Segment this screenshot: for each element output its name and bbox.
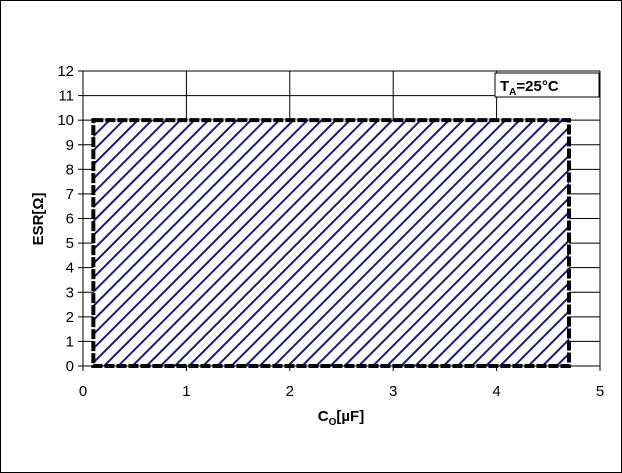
x-axis-title: CO[µF] [318,408,364,428]
x-tick-label: 2 [286,383,294,400]
annotation-rest: =25°C [516,78,558,95]
x-tick-label: 3 [389,383,397,400]
y-tick-label: 9 [66,137,74,154]
y-tick-label: 10 [57,112,74,129]
stable-region [91,118,571,368]
y-tick-label: 12 [57,63,74,80]
y-tick-label: 4 [66,260,74,277]
axes [78,70,601,371]
y-tick-label: 8 [66,161,74,178]
y-tick-label: 7 [66,186,74,203]
x-axis-title-sub: O [329,417,337,428]
x-tick-label: 0 [79,383,87,400]
y-tick-label: 1 [66,333,74,350]
svg-text:TA=25°C: TA=25°C [500,78,559,98]
y-tick-label: 3 [66,284,74,301]
temperature-annotation: TA=25°C [494,72,600,98]
y-tick-label: 2 [66,309,74,326]
y-tick-label: 5 [66,235,74,252]
y-tick-label: 11 [58,88,74,105]
annotation-box [494,72,600,98]
annotation-sub: A [509,87,516,98]
annotation-base: T [500,78,509,95]
y-tick-label: 6 [66,211,74,228]
y-tick-label: 0 [66,358,74,375]
y-axis-title: ESR[Ω] [30,193,47,246]
x-tick-label: 1 [182,383,190,400]
x-tick-label: 5 [596,383,604,400]
x-tick-labels: 0 1 2 3 4 5 [79,383,604,400]
x-axis-title-base: C [318,408,329,425]
x-axis-title-unit: [µF] [336,408,364,425]
x-tick-label: 4 [492,383,500,400]
